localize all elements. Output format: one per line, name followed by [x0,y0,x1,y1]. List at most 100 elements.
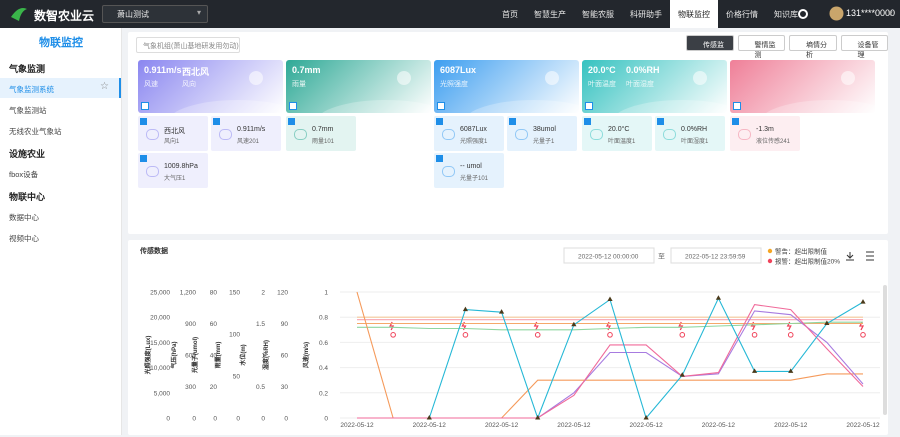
y-tick-label: 0.6 [319,340,328,347]
y-tick-label: 150 [229,290,240,297]
sidebar-item[interactable]: 无线农业气象站 [9,127,62,136]
sidebar-item[interactable]: 数据中心 [9,213,39,222]
y-tick-label: 900 [185,321,196,328]
sensor-value: 38umol [533,126,556,133]
avatar[interactable] [829,6,844,21]
y-tick-label: 0.2 [319,390,328,397]
sensor-icon [663,129,676,140]
menu-item[interactable]: 价格行情 [726,10,758,19]
sidebar-item[interactable]: 气象监测系统 ☆ [0,78,121,98]
checkbox[interactable] [657,118,664,125]
y-tick-label: 0.4 [319,365,328,372]
alarm-icon [534,332,541,338]
sensor-value: 西北风 [164,128,185,135]
card-label: 叶面温度 [588,81,616,88]
y-tick-label: 0.8 [319,315,328,322]
date-input [670,247,762,264]
sensor-label: 雨量101 [312,139,335,145]
checkbox[interactable] [733,102,741,110]
axis-label: 水位(m) [239,344,247,365]
checkbox[interactable] [436,155,443,162]
sidebar-item[interactable]: 气象监测站 [9,106,47,115]
menu-item[interactable]: 科研助手 [630,10,662,19]
x-tick-label: 2022-05-12 [413,422,447,429]
menu-item[interactable]: 智慧生产 [534,10,566,19]
station-select[interactable]: 气象机组(萧山基地研发用勿动) [136,37,240,53]
axis-label: 气压(hPa) [170,341,178,369]
alarm-icon [787,332,794,338]
sensor-value: 0.7mm [312,126,334,133]
point-marker [607,296,613,302]
checkbox[interactable] [140,155,147,162]
menu-item[interactable]: 物联监控 [670,0,718,28]
checkbox[interactable] [140,118,147,125]
tab[interactable]: 设备管理 [840,35,888,59]
settings-icon[interactable] [797,8,809,20]
top-nav: 数智农业云 萧山测试 ▾ 首页 智慧生产 智能农服 科研助手 物联监控 价格行情 知识库 1… [0,0,900,28]
checkbox[interactable] [289,102,297,110]
alarm-icon [860,332,866,338]
user[interactable]: 131****0000 [846,8,896,18]
y-tick-label: 0 [166,416,170,423]
sensor-label: 风速201 [237,139,260,145]
checkbox[interactable] [509,118,516,125]
card-value: 0.0%RH [626,65,660,75]
y-tick-label: 0 [236,416,240,423]
point-marker [571,321,577,327]
point-marker [715,295,722,300]
sensor-tile: 1009.8hPa 大气压1 [138,153,208,188]
x-tick-label: 2022-05-12 [846,422,880,429]
checkbox[interactable] [584,118,591,125]
weather-card: 6087Lux 光照强度 [434,60,579,113]
tab[interactable]: 警情监测 [737,35,785,59]
y-tick-label: 1.5 [256,321,265,328]
sidebar-item[interactable]: 视频中心 [9,234,39,243]
sensor-tile: -1.3m 液位传感241 [730,116,800,151]
y-tick-label: 50 [233,374,241,381]
date-input [563,247,655,264]
point-marker [462,306,469,312]
location-select[interactable]: 萧山测试 ▾ [102,5,208,23]
axis-label: 雨量(mm) [214,342,222,369]
tab[interactable]: 墒情分析 [789,35,837,59]
checkbox[interactable] [213,118,220,125]
download-icon [846,252,854,261]
card-value: 0.911m/s [144,65,182,75]
card-art [322,71,431,113]
checkbox[interactable] [585,102,593,110]
point-marker [679,372,685,377]
sidebar-item[interactable]: fbox设备 [9,170,39,179]
card-label: 光照强度 [440,81,468,88]
checkbox[interactable] [732,118,739,125]
menu-item[interactable]: 智能农服 [582,10,614,19]
checkbox[interactable] [141,102,149,110]
x-tick-label: 2022-05-12 [557,422,591,429]
y-tick-label: 60 [210,321,218,328]
checkbox[interactable] [436,118,443,125]
sensor-icon [738,129,751,140]
axis-label: 湿度(%RH) [262,340,270,370]
menu-item[interactable]: 首页 [502,10,518,19]
device-panel: 气象机组(萧山基地研发用勿动) 传感监测 警情监测 墒情分析 设备管理 0.911m/… [128,32,888,234]
menu-item[interactable]: 知识库 [774,10,798,19]
y-tick-label: 80 [210,290,218,297]
weather-card [730,60,875,113]
checkbox[interactable] [288,118,295,125]
list-icon [866,251,874,261]
checkbox[interactable] [437,102,445,110]
alarm-icon [390,332,396,338]
card-value: 6087Lux [440,65,477,75]
x-tick-label: 2022-05-12 [630,422,664,429]
tab[interactable]: 传感监测 [686,35,734,59]
y-tick-label: 300 [185,384,196,391]
axis-label: 光量子(umol) [191,337,199,374]
y-tick-label: 1,200 [180,290,197,297]
y-tick-label: 40 [210,353,218,360]
sensor-value: 0.0%RH [681,126,708,133]
sensor-tile: 20.0°C 叶面温度1 [582,116,652,151]
y-tick-label: 120 [277,290,288,297]
series-line [356,291,863,419]
legend-text: 警告：超出限制值 [775,247,828,256]
sensor-value: 6087Lux [460,126,487,133]
